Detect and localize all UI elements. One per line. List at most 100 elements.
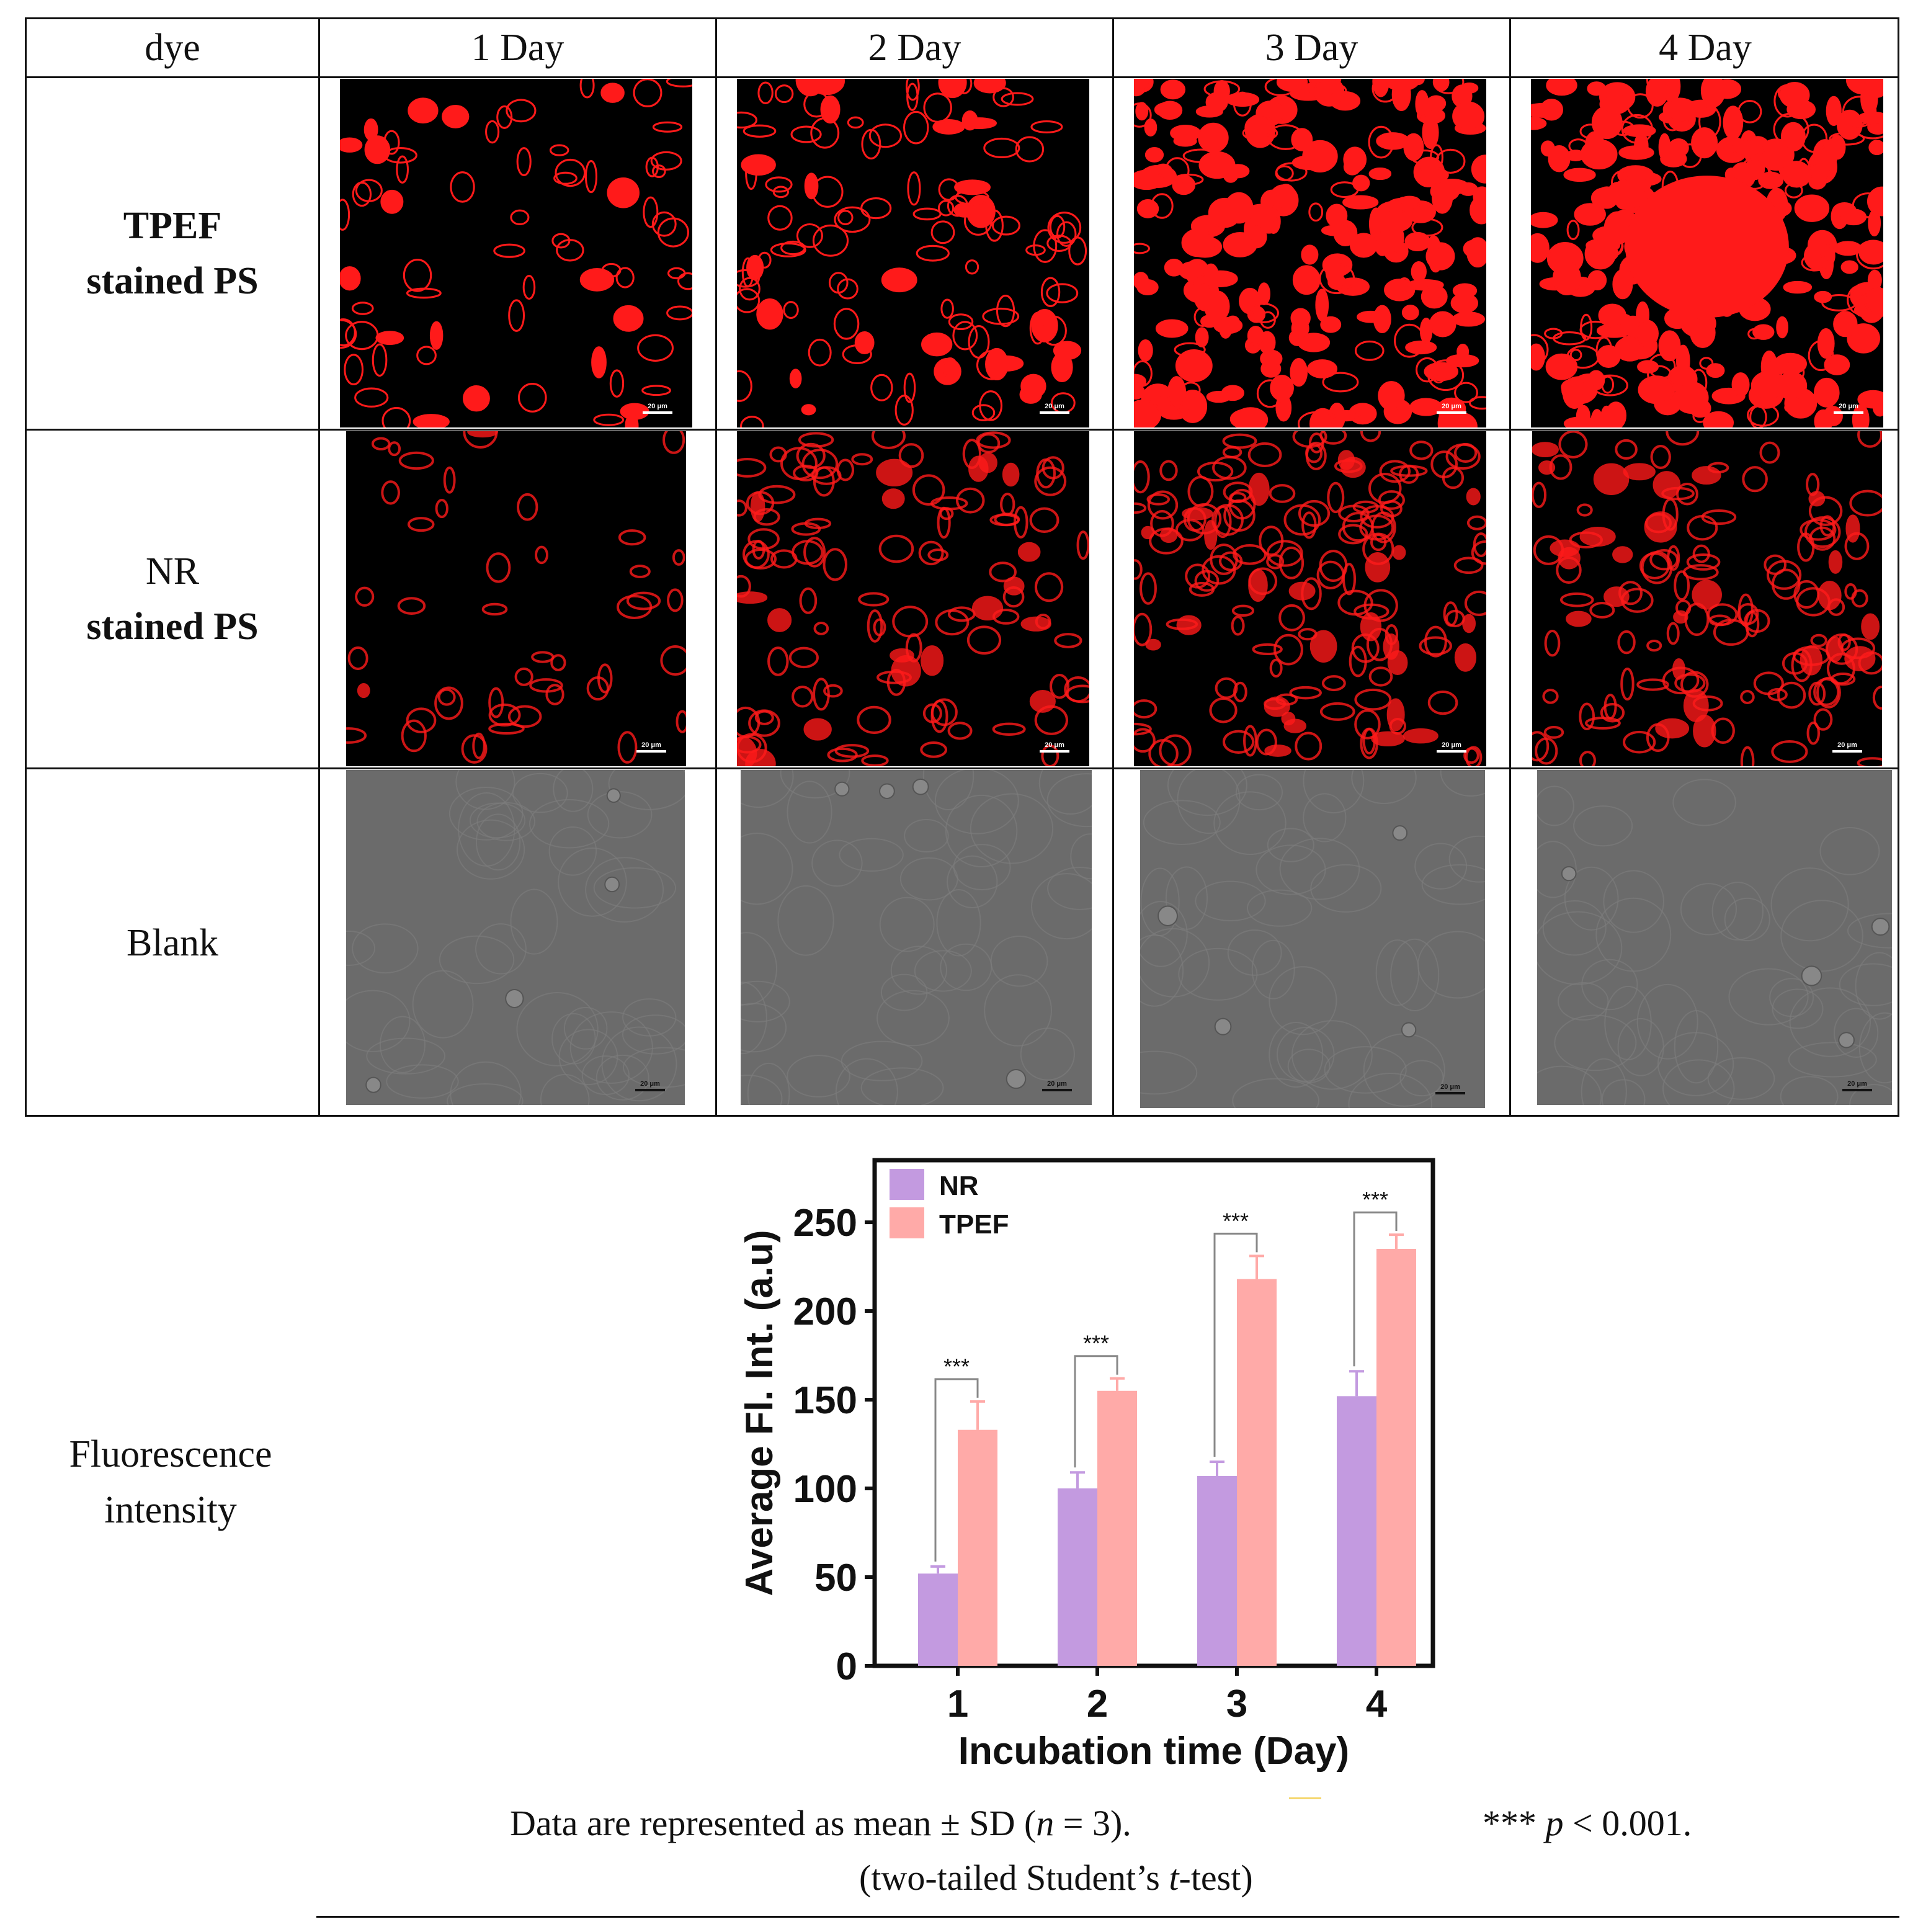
header-day-1: 1 Day (471, 26, 564, 69)
scale-bar-label: 20 μm (1045, 741, 1064, 749)
note-stars: *** (1483, 1803, 1537, 1843)
scale-bar-line (1834, 411, 1863, 414)
note-text: Data are represented as mean ± SD ( (510, 1803, 1037, 1843)
significance-bracket (934, 1378, 979, 1562)
micrograph-nr-day3: 20 μm (1134, 431, 1486, 766)
scale-bar-label: 20 μm (1847, 1080, 1867, 1088)
scale-bar: 20 μm (636, 741, 666, 753)
scale-bar: 20 μm (1437, 741, 1466, 753)
note-n: n (1036, 1803, 1055, 1843)
scale-bar-line (1040, 750, 1069, 753)
y-tick-label: 150 (793, 1379, 857, 1422)
micrograph-nr-day1: 20 μm (346, 431, 686, 766)
image-table: dye 1 Day 2 Day 3 Day 4 Day TPEF stained… (25, 17, 1899, 1117)
table-divider (715, 19, 717, 1115)
fl-label-line: Fluorescence (69, 1433, 272, 1475)
row-label-line: Blank (126, 921, 219, 964)
table-divider (27, 76, 1898, 78)
scale-bar-line (1437, 750, 1466, 753)
bar-tpef (1097, 1390, 1137, 1666)
scale-bar: 20 μm (1040, 741, 1069, 753)
y-axis-title: Average Fl. Int. (a.u) (738, 1230, 781, 1596)
scale-bar: 20 μm (643, 403, 672, 414)
header-day-3: 3 Day (1265, 26, 1358, 69)
micrograph-tpef-day2: 20 μm (737, 79, 1089, 427)
micrograph-blank-day2: 20 μm (741, 770, 1092, 1105)
table-divider (27, 767, 1898, 769)
fl-label-line: intensity (104, 1488, 237, 1531)
fluorescence-intensity-label: Fluorescence intensity (25, 1427, 316, 1539)
scale-bar: 20 μm (1437, 403, 1466, 414)
bar-nr (1337, 1396, 1376, 1666)
row-label-blank: Blank (27, 769, 318, 1117)
significance-label: *** (1362, 1187, 1388, 1212)
scale-bar: 20 μm (1834, 403, 1863, 414)
fluorescence-bar-chart: 0 50 100 150 200 250 1 *** 2 *** 3 *** 4 *** NR TPEF Inc… (713, 1142, 1458, 1774)
row-label-tpef: TPEF stained PS (27, 78, 318, 429)
table-divider (318, 19, 320, 1115)
note-text: < 0.001. (1563, 1803, 1692, 1843)
note-p: p (1545, 1803, 1564, 1843)
row-label-nr: NR stained PS (27, 431, 318, 767)
scale-bar-line (1842, 1089, 1872, 1091)
note-mean-sd: Data are represented as mean ± SD (n = 3… (510, 1802, 1131, 1844)
micrograph-nr-day2: 20 μm (737, 431, 1089, 766)
legend-label-nr: NR (939, 1171, 979, 1201)
table-divider (1509, 19, 1511, 1115)
scale-bar-line (635, 1089, 665, 1091)
scale-bar: 20 μm (1832, 741, 1862, 753)
scale-bar-line (1437, 411, 1466, 414)
y-tick-label: 50 (814, 1557, 857, 1599)
row-label-line: TPEF (123, 205, 222, 248)
scale-bar-label: 20 μm (641, 741, 661, 749)
row-label-line: NR (145, 550, 200, 593)
legend-swatch-nr (890, 1169, 924, 1200)
x-tick-label: 4 (1366, 1683, 1388, 1725)
note-text: = 3). (1054, 1803, 1131, 1843)
micrograph-nr-day4: 20 μm (1532, 431, 1882, 766)
scale-bar-label: 20 μm (1047, 1080, 1067, 1088)
scale-bar-label: 20 μm (1442, 403, 1461, 410)
scale-bar-line (1435, 1092, 1465, 1094)
micrograph-tpef-day1: 20 μm (340, 79, 692, 427)
micrograph-blank-day1: 20 μm (346, 770, 685, 1105)
y-tick-label: 250 (793, 1202, 857, 1245)
micrograph-tpef-day4: 20 μm (1531, 79, 1883, 427)
table-divider (1112, 19, 1114, 1115)
scale-bar: 20 μm (1435, 1083, 1465, 1094)
bar-nr (1058, 1488, 1097, 1666)
x-tick-label: 2 (1087, 1683, 1108, 1725)
row-label-line: stained PS (86, 259, 259, 302)
note-test: (two-tailed Student’s t-test) (859, 1857, 1253, 1898)
micrograph-blank-day3: 20 μm (1140, 770, 1485, 1108)
significance-bracket (1213, 1232, 1258, 1457)
header-day-2: 2 Day (868, 26, 961, 69)
chart-svg: 0 50 100 150 200 250 1 *** 2 *** 3 *** 4 *** NR TPEF Inc… (738, 1158, 1435, 1773)
bar-nr (1197, 1476, 1237, 1666)
x-tick-label: 1 (947, 1683, 968, 1725)
bar-tpef (958, 1429, 997, 1666)
micrograph-tpef-day3: 20 μm (1134, 79, 1486, 427)
micrograph-blank-day4: 20 μm (1537, 770, 1892, 1105)
highlight-mark (1289, 1797, 1321, 1799)
y-tick-label: 0 (836, 1645, 857, 1688)
scale-bar: 20 μm (1042, 1080, 1072, 1091)
scale-bar-line (636, 750, 666, 753)
scale-bar-line (1832, 750, 1862, 753)
significance-bracket (1074, 1355, 1118, 1468)
scale-bar-line (643, 411, 672, 414)
scale-bar: 20 μm (1842, 1080, 1872, 1091)
scale-bar-label: 20 μm (648, 403, 667, 410)
y-tick-label: 200 (793, 1290, 857, 1333)
significance-bracket (1353, 1211, 1398, 1367)
bar-tpef (1376, 1248, 1416, 1666)
row-label-line: stained PS (86, 605, 259, 648)
plot-frame (872, 1158, 1435, 1668)
scale-bar-line (1042, 1089, 1072, 1091)
legend-label-tpef: TPEF (939, 1209, 1009, 1240)
note-text: -test) (1179, 1858, 1253, 1898)
header-dye: dye (145, 26, 200, 69)
scale-bar-label: 20 μm (1837, 741, 1857, 749)
scale-bar-label: 20 μm (1045, 403, 1064, 410)
significance-label: *** (1223, 1208, 1249, 1233)
